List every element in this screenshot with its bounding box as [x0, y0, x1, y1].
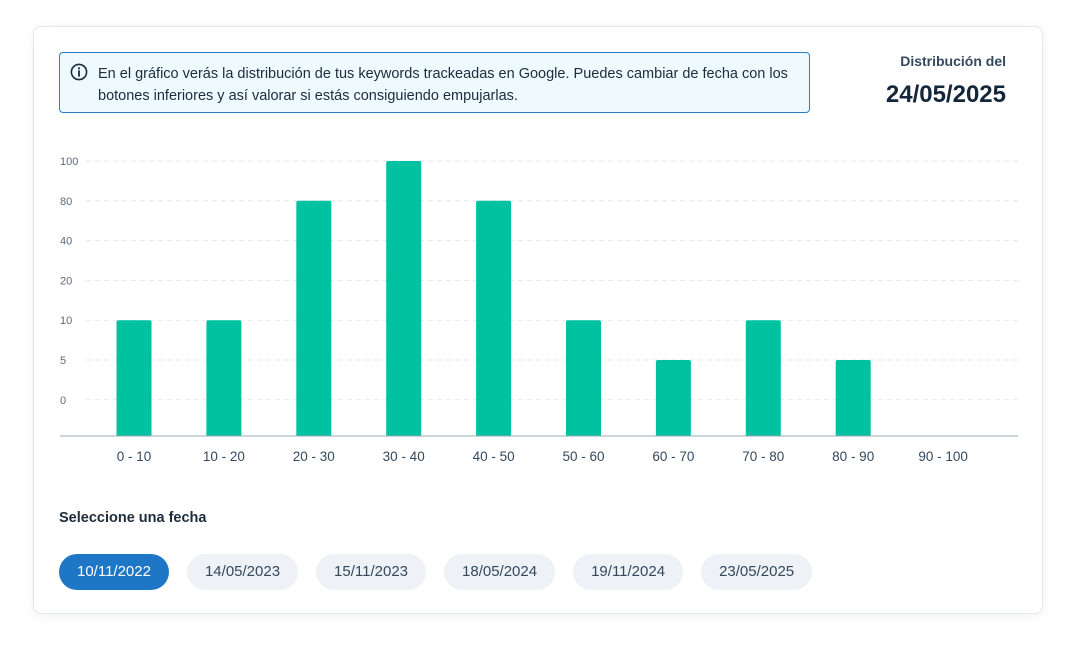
y-tick-label: 80	[60, 196, 72, 208]
bar-80-90	[835, 360, 871, 436]
info-banner: En el gráfico verás la distribución de t…	[59, 52, 810, 113]
y-tick-label: 100	[60, 156, 78, 168]
x-tick-label: 70 - 80	[742, 449, 784, 464]
bar-10-20	[206, 320, 242, 436]
x-tick-label: 0 - 10	[117, 449, 152, 464]
date-pill-23-05-2025[interactable]: 23/05/2025	[701, 554, 813, 590]
bar-20-30	[296, 200, 332, 436]
distribution-label: Distribución del	[900, 53, 1006, 69]
x-tick-label: 30 - 40	[383, 449, 425, 464]
info-text: En el gráfico verás la distribución de t…	[98, 66, 788, 104]
keyword-distribution-chart: 0 5 10 20 40 80 100 0 - 10 10 - 20 20 - 30 30 - 40…	[60, 156, 1018, 464]
info-icon	[70, 63, 88, 81]
y-tick-label: 5	[60, 355, 66, 367]
x-tick-label: 10 - 20	[203, 449, 245, 464]
x-tick-label: 40 - 50	[473, 449, 515, 464]
date-pill-18-05-2024[interactable]: 18/05/2024	[444, 554, 556, 590]
x-tick-label: 50 - 60	[562, 449, 604, 464]
date-pill-14-05-2023[interactable]: 14/05/2023	[186, 554, 299, 590]
bar-70-80	[745, 320, 781, 436]
bar-50-60	[566, 320, 601, 436]
bar-60-70	[655, 360, 691, 436]
distribution-date: 24/05/2025	[885, 81, 1006, 108]
y-tick-label: 40	[60, 236, 72, 248]
x-tick-label: 20 - 30	[293, 449, 335, 464]
select-date-label: Seleccione una fecha	[59, 510, 207, 526]
bar-40-50	[476, 200, 512, 436]
date-pill-15-11-2023[interactable]: 15/11/2023	[316, 554, 427, 590]
x-tick-label: 60 - 70	[652, 449, 694, 464]
distribution-card: En el gráfico verás la distribución de t…	[33, 26, 1043, 614]
y-tick-label: 0	[60, 395, 66, 407]
date-pill-19-11-2024[interactable]: 19/11/2024	[573, 554, 684, 590]
date-pill-10-11-2022[interactable]: 10/11/2022	[59, 554, 169, 590]
y-tick-label: 20	[60, 275, 72, 287]
bar-30-40	[386, 161, 422, 436]
date-selector: 10/11/2022 14/05/2023 15/11/2023 18/05/2024…	[59, 554, 813, 590]
x-tick-label: 80 - 90	[832, 449, 874, 464]
y-tick-label: 10	[60, 315, 72, 327]
x-tick-label: 90 - 100	[918, 449, 968, 464]
bar-0-10	[116, 320, 152, 436]
